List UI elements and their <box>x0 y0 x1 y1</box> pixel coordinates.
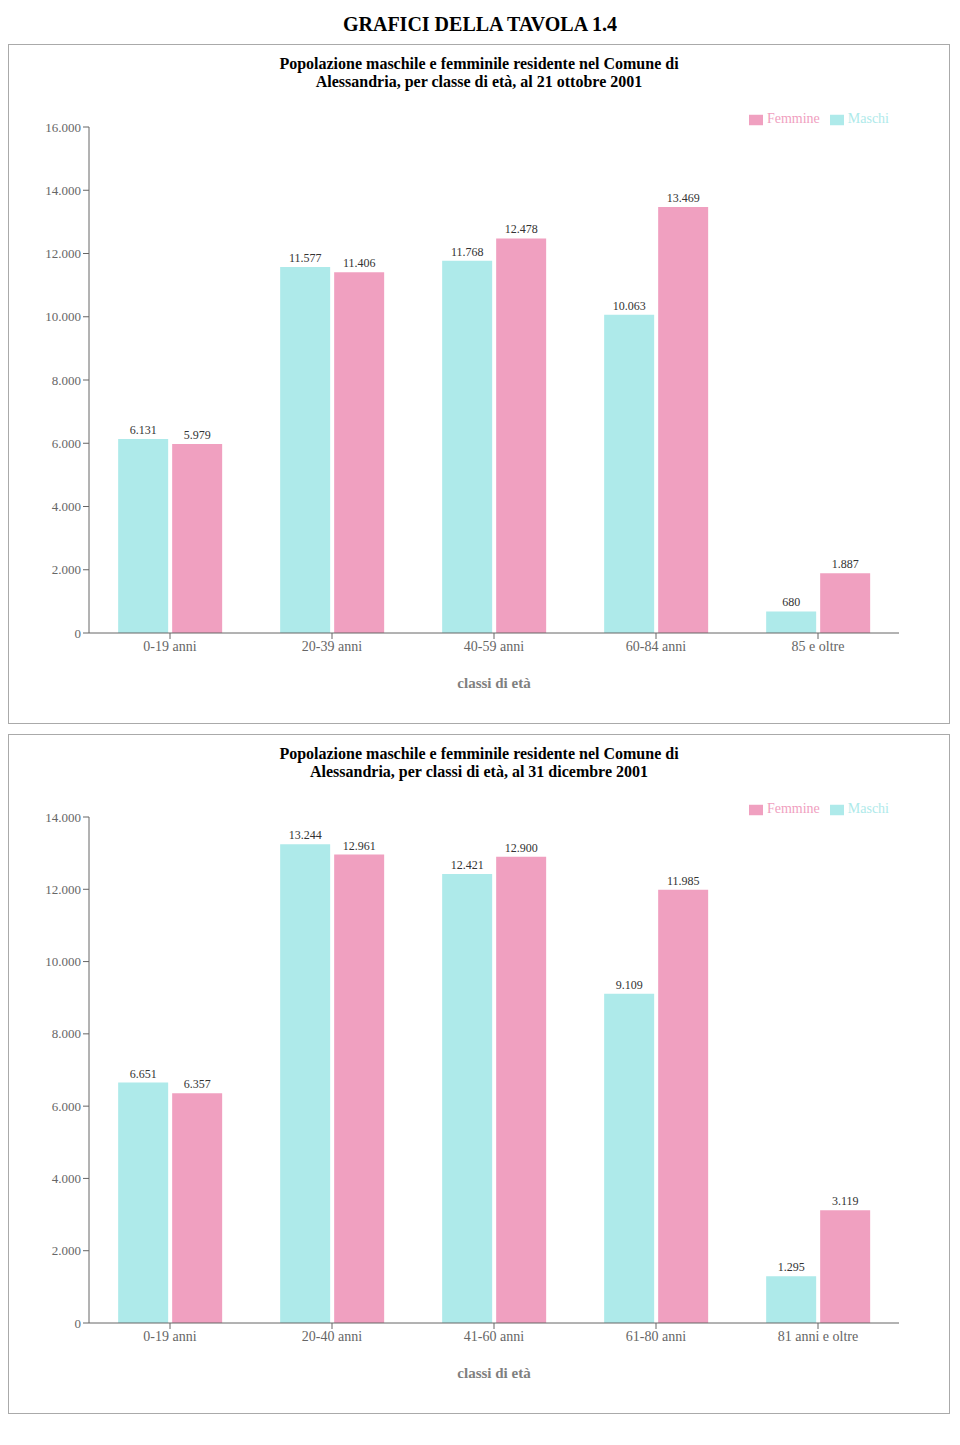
svg-text:0: 0 <box>75 1316 82 1331</box>
svg-text:61-80 anni: 61-80 anni <box>626 1329 686 1344</box>
svg-text:14.000: 14.000 <box>45 810 81 825</box>
html-text:Femmine: Femmine <box>766 111 820 126</box>
svg-text:41-60 anni: 41-60 anni <box>464 1329 524 1344</box>
svg-text:81 anni e oltre: 81 anni e oltre <box>778 1329 858 1344</box>
svg-text:10.000: 10.000 <box>45 309 81 324</box>
svg-text:13.469: 13.469 <box>667 191 700 205</box>
svg-text:12.478: 12.478 <box>505 222 538 236</box>
svg-text:12.000: 12.000 <box>45 246 81 261</box>
svg-text:4.000: 4.000 <box>52 1171 81 1186</box>
html-text:GRAFICI DELLA TAVOLA 1.4: GRAFICI DELLA TAVOLA 1.4 <box>342 13 618 35</box>
html-text:Popolazione maschile e femmini: Popolazione maschile e femminile residen… <box>279 745 679 762</box>
svg-text:9.109: 9.109 <box>616 978 643 992</box>
svg-text:1.295: 1.295 <box>778 1260 805 1274</box>
svg-text:2.000: 2.000 <box>52 562 81 577</box>
html-text:Femmine: Femmine <box>766 801 820 816</box>
svg-text:13.244: 13.244 <box>289 828 322 842</box>
svg-text:3.119: 3.119 <box>832 1194 859 1208</box>
svg-text:classi di età: classi di età <box>457 1365 531 1381</box>
svg-text:6.000: 6.000 <box>52 436 81 451</box>
html-text:Popolazione maschile e femmini: Popolazione maschile e femminile residen… <box>279 55 679 72</box>
svg-text:12.900: 12.900 <box>505 841 538 855</box>
svg-text:8.000: 8.000 <box>52 1026 81 1041</box>
html-text:Maschi: Maschi <box>847 801 889 816</box>
svg-text:20-40 anni: 20-40 anni <box>302 1329 362 1344</box>
svg-text:680: 680 <box>782 595 800 609</box>
html-text:Alessandria, per classe di età: Alessandria, per classe di età, al 21 ot… <box>315 73 643 90</box>
svg-text:11.985: 11.985 <box>667 874 700 888</box>
svg-text:20-39 anni: 20-39 anni <box>302 639 362 654</box>
svg-text:6.357: 6.357 <box>184 1077 211 1091</box>
svg-text:11.406: 11.406 <box>343 256 376 270</box>
svg-text:2.000: 2.000 <box>52 1243 81 1258</box>
svg-text:14.000: 14.000 <box>45 183 81 198</box>
svg-text:16.000: 16.000 <box>45 120 81 135</box>
html-text:Alessandria, per classi di età: Alessandria, per classi di età, al 31 di… <box>310 763 648 780</box>
svg-text:1.887: 1.887 <box>832 557 859 571</box>
svg-text:6.651: 6.651 <box>130 1067 157 1081</box>
svg-text:60-84 anni: 60-84 anni <box>626 639 686 654</box>
svg-text:0-19 anni: 0-19 anni <box>143 639 196 654</box>
svg-text:6.000: 6.000 <box>52 1099 81 1114</box>
svg-text:4.000: 4.000 <box>52 499 81 514</box>
svg-text:0-19 anni: 0-19 anni <box>143 1329 196 1344</box>
svg-text:0: 0 <box>75 626 82 641</box>
svg-text:10.063: 10.063 <box>613 299 646 313</box>
svg-text:8.000: 8.000 <box>52 373 81 388</box>
svg-text:12.000: 12.000 <box>45 882 81 897</box>
html-text:Maschi: Maschi <box>847 111 889 126</box>
svg-text:11.768: 11.768 <box>451 245 484 259</box>
svg-text:10.000: 10.000 <box>45 954 81 969</box>
svg-text:6.131: 6.131 <box>130 423 157 437</box>
svg-text:11.577: 11.577 <box>289 251 322 265</box>
svg-text:5.979: 5.979 <box>184 428 211 442</box>
svg-text:classi di età: classi di età <box>457 675 531 691</box>
svg-text:40-59 anni: 40-59 anni <box>464 639 524 654</box>
svg-text:12.421: 12.421 <box>451 858 484 872</box>
svg-text:12.961: 12.961 <box>343 839 376 853</box>
svg-text:85 e oltre: 85 e oltre <box>792 639 845 654</box>
